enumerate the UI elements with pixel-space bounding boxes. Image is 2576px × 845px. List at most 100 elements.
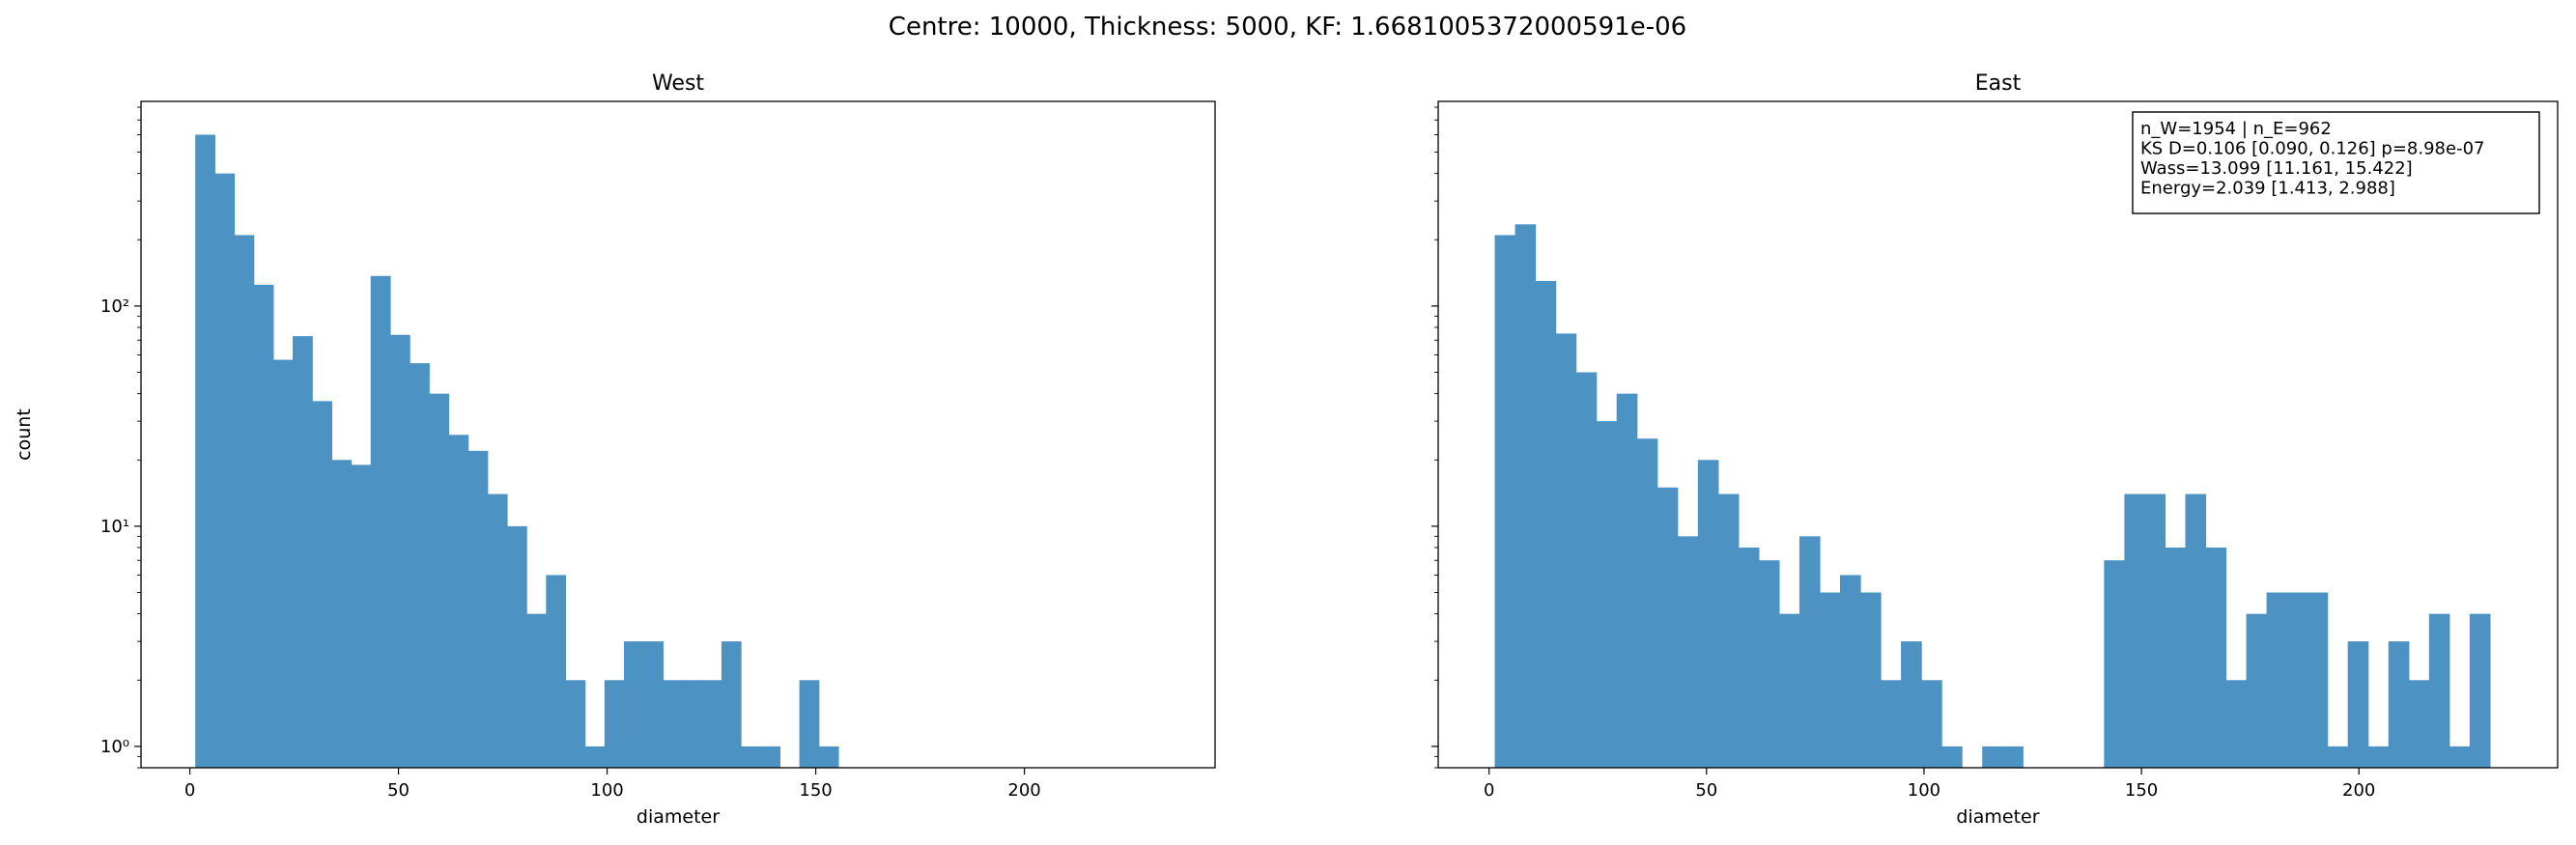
histogram-bar [624,641,644,768]
histogram-bar [214,173,236,768]
panel-title: West [652,71,704,96]
annotation-box [2132,111,2540,214]
histogram-bar [2144,493,2166,768]
x-tick-label: 50 [1695,780,1717,801]
histogram-bars [1494,224,2491,769]
histogram-bar [643,641,664,768]
histogram-bar [272,359,294,768]
x-tick-label: 50 [387,780,410,801]
x-tick-label: 150 [799,780,832,801]
annotation-line: Energy=2.039 [1.413, 2.988] [2140,179,2395,199]
axes-frame [1437,100,2559,769]
x-tick-label: 200 [1007,780,1040,801]
histogram-bar [2327,746,2349,768]
axes-frame [140,100,1216,769]
histogram-bar [1901,641,1922,768]
panel-west: 0 50 100 150 200 10⁰ 10¹ 10² West diameter count [14,71,1216,828]
histogram-bar [663,680,684,768]
histogram-bar [1941,746,1963,768]
histogram-bar [741,746,761,768]
annotation-line: KS D=0.106 [0.090, 0.126] p=8.98e-07 [2140,139,2484,159]
histogram-bar [760,746,781,768]
histogram-bar [1738,548,1760,768]
histogram-bar [1860,592,1882,768]
histogram-bar [253,284,274,768]
histogram-bar [195,134,215,769]
x-tick-label: 100 [590,780,623,801]
histogram-bar [506,525,527,768]
y-tick-label: 10¹ [100,517,129,537]
x-tick-label: 150 [2125,780,2158,801]
histogram-bar [2124,493,2146,768]
x-axis-label: diameter [1956,806,2039,828]
histogram-bar [1697,460,1719,768]
histogram-bar [2388,641,2410,768]
panel-title: East [1975,71,2022,96]
histogram-bar [487,493,508,768]
histogram-bar [2307,592,2329,768]
histogram-bar [1717,493,1740,768]
x-axis-label: diameter [637,806,720,828]
histogram-bar [1819,592,1841,768]
histogram-bar [565,680,586,768]
histogram-bar [370,275,391,768]
histogram-bar [1514,224,1537,769]
histogram-bar [1677,536,1699,768]
histogram-bar [1616,393,1638,768]
histogram-bar [2104,560,2125,768]
x-tick-label: 0 [1484,780,1494,801]
histogram-bar [2449,746,2471,768]
histogram-bar [2165,548,2187,768]
histogram-bar [389,334,410,768]
histogram-bar [1636,438,1658,768]
histogram-bar [1656,487,1679,768]
histogram-bar [1555,333,1577,768]
histogram-bar [721,641,742,768]
histogram-bar [2469,613,2491,768]
annotation-line: Wass=13.099 [11.161, 15.422] [2140,158,2413,179]
y-tick-label: 10⁰ [100,737,129,757]
histogram-bar [526,613,547,768]
histogram-bar [293,336,313,768]
histogram-bars [195,134,839,769]
histogram-bar [701,680,722,768]
panel-east: 0 50 100 150 200 East diameter n_W=1954 | n_E=9… [1431,71,2559,828]
histogram-bar [467,450,489,768]
histogram-bar [410,363,430,768]
histogram-bar [2002,746,2024,768]
histogram-bar [1575,372,1598,768]
histogram-bar [1982,746,2003,768]
annotation-line: n_W=1954 | n_E=962 [2140,119,2332,139]
histogram-bar [2286,592,2308,768]
histogram-bar [331,460,353,768]
histogram-bar [429,393,450,768]
histogram-bar [2246,613,2268,768]
figure-suptitle: Centre: 10000, Thickness: 5000, KF: 1.66… [889,13,1686,42]
histogram-bar [1840,575,1861,768]
histogram-bar [234,235,255,768]
histogram-bar [1798,536,1821,768]
histogram-bar [351,465,372,768]
histogram-bar [682,680,703,768]
x-tick-label: 0 [184,780,195,801]
histogram-bar [584,746,606,768]
y-axis-label: count [14,408,35,461]
histogram-bar [604,680,625,768]
histogram-bar [1881,680,1902,768]
histogram-bar [546,575,567,768]
histogram-bar [799,680,820,768]
histogram-bar [2408,680,2430,768]
histogram-bar [2347,641,2369,768]
histogram-bar [2428,613,2450,768]
histogram-bar [2185,493,2207,768]
y-tick-label: 10² [100,296,129,317]
histogram-bar [818,746,839,768]
x-tick-label: 100 [1908,780,1940,801]
histogram-bar [2266,592,2288,768]
histogram-bar [1494,235,1516,768]
histogram-bar [2205,548,2227,768]
histogram-bar [1921,680,1942,768]
x-tick-label: 200 [2342,780,2375,801]
